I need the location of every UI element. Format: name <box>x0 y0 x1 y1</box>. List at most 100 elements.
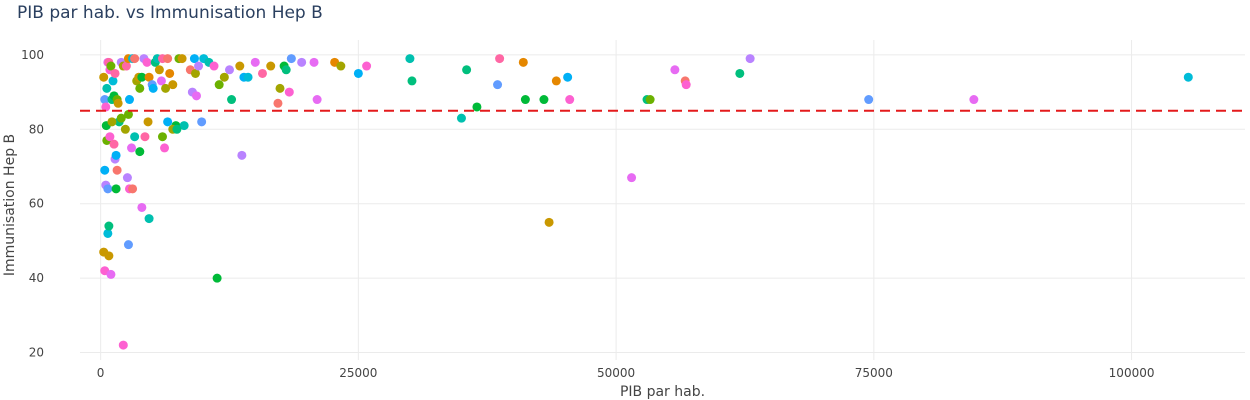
data-point[interactable] <box>142 57 152 67</box>
data-point[interactable] <box>105 132 115 142</box>
data-point[interactable] <box>273 98 283 108</box>
data-point[interactable] <box>113 98 123 108</box>
data-point[interactable] <box>235 61 245 71</box>
data-point[interactable] <box>143 117 153 127</box>
data-point[interactable] <box>112 165 122 175</box>
data-point[interactable] <box>106 269 116 279</box>
data-point[interactable] <box>219 72 229 82</box>
data-point[interactable] <box>111 184 121 194</box>
data-point[interactable] <box>565 95 575 105</box>
data-point[interactable] <box>108 76 118 86</box>
data-point[interactable] <box>160 143 170 153</box>
data-point[interactable] <box>135 147 145 157</box>
data-point[interactable] <box>163 54 173 64</box>
data-point[interactable] <box>99 72 109 82</box>
data-point[interactable] <box>250 57 260 67</box>
data-point[interactable] <box>456 113 466 123</box>
data-point[interactable] <box>286 54 296 64</box>
data-point[interactable] <box>275 83 285 93</box>
data-point[interactable] <box>172 124 182 134</box>
data-point[interactable] <box>122 173 132 183</box>
data-point[interactable] <box>154 65 164 75</box>
data-point[interactable] <box>266 61 276 71</box>
data-point[interactable] <box>214 80 224 90</box>
data-point[interactable] <box>121 61 131 71</box>
data-point[interactable] <box>137 72 147 82</box>
data-point[interactable] <box>189 54 199 64</box>
data-point[interactable] <box>168 80 178 90</box>
data-point[interactable] <box>281 65 291 75</box>
data-point[interactable] <box>103 184 113 194</box>
data-point[interactable] <box>100 95 110 105</box>
data-point[interactable] <box>539 95 549 105</box>
data-point[interactable] <box>969 95 979 105</box>
data-point[interactable] <box>116 113 126 123</box>
data-point[interactable] <box>128 184 138 194</box>
data-point[interactable] <box>103 228 113 238</box>
data-point[interactable] <box>353 68 363 78</box>
data-point[interactable] <box>157 132 167 142</box>
data-point[interactable] <box>148 83 158 93</box>
data-point[interactable] <box>472 102 482 112</box>
data-point[interactable] <box>118 340 128 350</box>
data-point[interactable] <box>257 68 267 78</box>
data-point[interactable] <box>209 61 219 71</box>
data-point[interactable] <box>297 57 307 67</box>
data-point[interactable] <box>104 221 114 231</box>
data-point[interactable] <box>194 61 204 71</box>
data-point[interactable] <box>197 117 207 127</box>
data-point[interactable] <box>237 150 247 160</box>
data-point[interactable] <box>177 54 187 64</box>
data-point[interactable] <box>124 95 134 105</box>
data-point[interactable] <box>130 132 140 142</box>
data-point[interactable] <box>551 76 561 86</box>
data-point[interactable] <box>212 273 222 283</box>
data-point[interactable] <box>144 72 154 82</box>
data-point[interactable] <box>100 165 110 175</box>
data-point[interactable] <box>127 143 137 153</box>
data-point[interactable] <box>681 80 691 90</box>
data-point[interactable] <box>520 95 530 105</box>
data-point[interactable] <box>156 76 166 86</box>
data-point[interactable] <box>518 57 528 67</box>
data-point[interactable] <box>224 65 234 75</box>
data-point[interactable] <box>102 83 112 93</box>
data-point[interactable] <box>144 214 154 224</box>
data-point[interactable] <box>179 121 189 131</box>
data-point[interactable] <box>109 139 119 149</box>
data-point[interactable] <box>493 80 503 90</box>
data-point[interactable] <box>336 61 346 71</box>
data-point[interactable] <box>227 95 237 105</box>
data-point[interactable] <box>1183 72 1193 82</box>
data-point[interactable] <box>243 72 253 82</box>
data-point[interactable] <box>670 65 680 75</box>
data-point[interactable] <box>563 72 573 82</box>
data-point[interactable] <box>544 217 554 227</box>
data-point[interactable] <box>405 54 415 64</box>
data-point[interactable] <box>135 83 145 93</box>
data-point[interactable] <box>462 65 472 75</box>
data-point[interactable] <box>120 124 130 134</box>
data-point[interactable] <box>495 54 505 64</box>
data-point[interactable] <box>137 202 147 212</box>
data-point[interactable] <box>645 95 655 105</box>
data-point[interactable] <box>163 117 173 127</box>
data-point[interactable] <box>123 240 133 250</box>
data-point[interactable] <box>110 68 120 78</box>
data-point[interactable] <box>111 150 121 160</box>
data-point[interactable] <box>190 68 200 78</box>
data-point[interactable] <box>284 87 294 97</box>
data-point[interactable] <box>106 61 116 71</box>
data-point[interactable] <box>627 173 637 183</box>
data-point[interactable] <box>130 54 140 64</box>
data-point[interactable] <box>123 109 133 119</box>
data-point[interactable] <box>104 251 114 261</box>
data-point[interactable] <box>101 102 111 112</box>
data-point[interactable] <box>735 68 745 78</box>
data-point[interactable] <box>107 117 117 127</box>
data-point[interactable] <box>745 54 755 64</box>
data-point[interactable] <box>192 91 201 101</box>
data-point[interactable] <box>165 68 175 78</box>
data-point[interactable] <box>161 83 171 93</box>
data-point[interactable] <box>362 61 372 71</box>
